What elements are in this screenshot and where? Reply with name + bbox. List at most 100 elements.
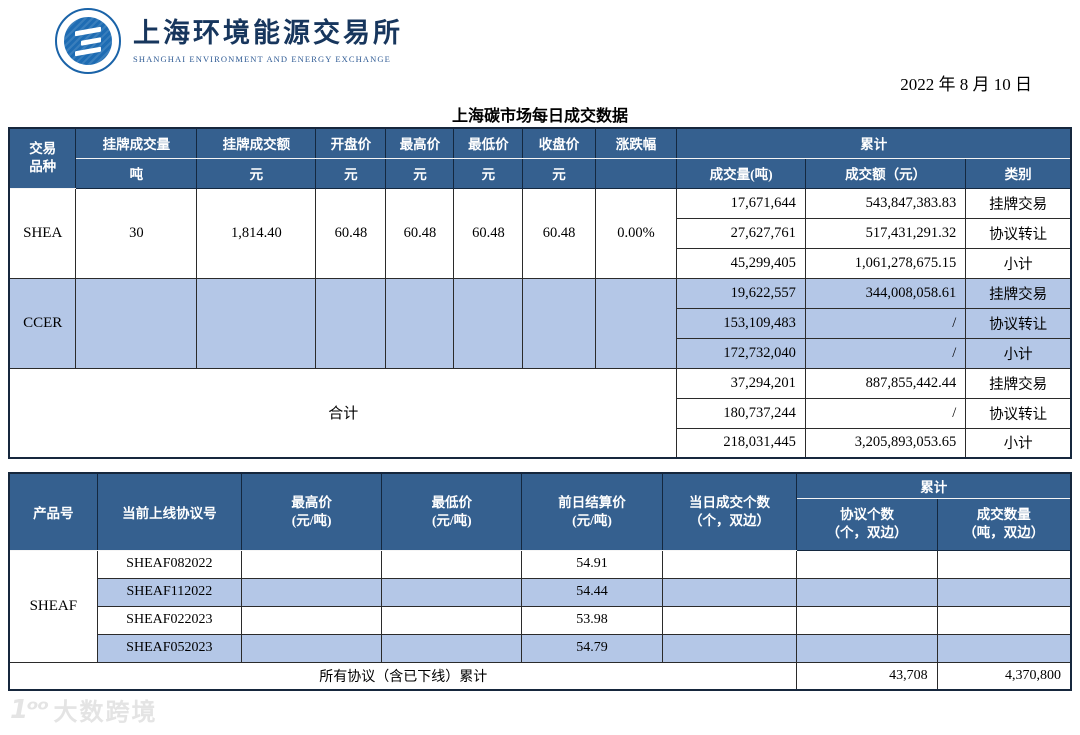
total-label: 合计 bbox=[8, 367, 678, 459]
col-header-open: 开盘价 bbox=[315, 127, 387, 159]
col-header-listed-volume: 挂牌成交量 bbox=[75, 127, 198, 159]
col-header-low: 最低价 (元/吨) bbox=[381, 472, 523, 551]
shea-cum-amount: 1,061,278,675.15 bbox=[804, 247, 967, 279]
ccer-cum-amount: / bbox=[804, 307, 967, 339]
variety-shea: SHEA bbox=[8, 187, 77, 279]
ccer-cum-amount: 344,008,058.61 bbox=[804, 277, 967, 309]
page-title: 上海碳市场每日成交数据 bbox=[451, 108, 628, 125]
ccer-close bbox=[522, 277, 596, 369]
shea-cum-category: 小计 bbox=[965, 247, 1072, 279]
shea-high: 60.48 bbox=[385, 187, 455, 279]
protocol-daily-count bbox=[661, 633, 798, 663]
exchange-logo-icon bbox=[55, 8, 121, 74]
ccer-change bbox=[594, 277, 678, 369]
table-row-total-subtotal: 218,031,445 3,205,893,053.65 小计 bbox=[9, 427, 1072, 459]
shea-cum-amount: 543,847,383.83 bbox=[804, 187, 967, 219]
table-row-shea-subtotal: 45,299,405 1,061,278,675.15 小计 bbox=[9, 247, 1072, 279]
ccer-cum-category: 挂牌交易 bbox=[965, 277, 1072, 309]
shea-cum-volume: 17,671,644 bbox=[676, 187, 806, 219]
shea-low: 60.48 bbox=[453, 187, 524, 279]
shea-cum-volume: 27,627,761 bbox=[676, 217, 806, 249]
ccer-high bbox=[385, 277, 455, 369]
ccer-open bbox=[315, 277, 387, 369]
shea-cum-volume: 45,299,405 bbox=[676, 247, 806, 279]
col-unit-yuan: 元 bbox=[385, 157, 455, 189]
col-header-cum-volume: 成交量(吨) bbox=[676, 157, 806, 189]
protocol-prev-settle: 54.44 bbox=[521, 577, 663, 607]
col-header-close: 收盘价 bbox=[522, 127, 596, 159]
protocol-high bbox=[241, 549, 383, 579]
total-cum-volume: 37,294,201 bbox=[676, 367, 806, 399]
logo-bar bbox=[75, 26, 101, 36]
col-header-prev-settle: 前日结算价 (元/吨) bbox=[521, 472, 663, 551]
protocol-low bbox=[381, 577, 523, 607]
table-row-protocol: SHEAF022023 53.98 bbox=[9, 605, 1072, 635]
total-cum-category: 协议转让 bbox=[965, 397, 1072, 429]
total-cum-amount: 3,205,893,053.65 bbox=[804, 427, 967, 459]
protocol-cum-volume bbox=[936, 605, 1072, 635]
market-summary-table: 交易 品种 挂牌成交量 挂牌成交额 开盘价 最高价 最低价 收盘价 涨跌幅 累计 … bbox=[8, 127, 1072, 459]
col-header-cum-count: 协议个数 （个，双边） bbox=[796, 497, 938, 551]
shea-close: 60.48 bbox=[522, 187, 596, 279]
protocol-cum-volume bbox=[936, 577, 1072, 607]
total-cum-category: 挂牌交易 bbox=[965, 367, 1072, 399]
protocol-daily-count bbox=[661, 605, 798, 635]
col-unit-yuan: 元 bbox=[196, 157, 317, 189]
table-row-ccer-listed: CCER 19,622,557 344,008,058.61 挂牌交易 bbox=[8, 277, 1072, 369]
total-cum-amount: 887,855,442.44 bbox=[804, 367, 967, 399]
all-protocols-total-label: 所有协议（含已下线）累计 bbox=[8, 661, 798, 691]
protocol-prev-settle: 54.91 bbox=[521, 549, 663, 579]
logo-bar bbox=[81, 36, 101, 46]
brand-name-cn: 上海环境能源交易所 bbox=[133, 18, 403, 49]
table-row-shea-negotiated: 27,627,761 517,431,291.32 协议转让 bbox=[9, 217, 1072, 249]
col-header-cum-volume: 成交数量 （吨，双边） bbox=[936, 497, 1072, 551]
col-header-product: 产品号 bbox=[8, 472, 98, 551]
total-cum-category: 小计 bbox=[965, 427, 1072, 459]
ccer-cum-category: 协议转让 bbox=[965, 307, 1072, 339]
protocol-cum-count bbox=[796, 633, 938, 663]
col-unit-yuan: 元 bbox=[522, 157, 596, 189]
shea-listed-volume: 30 bbox=[75, 187, 198, 279]
table-row-protocol: SHEAF SHEAF082022 54.91 bbox=[8, 549, 1072, 663]
col-unit-yuan: 元 bbox=[315, 157, 387, 189]
shea-cum-amount: 517,431,291.32 bbox=[804, 217, 967, 249]
brand-text: 上海环境能源交易所 SHANGHAI ENVIRONMENT AND ENERG… bbox=[133, 18, 403, 63]
col-header-listed-amount: 挂牌成交额 bbox=[196, 127, 317, 159]
ccer-listed-amount bbox=[196, 277, 317, 369]
col-header-high: 最高价 (元/吨) bbox=[241, 472, 383, 551]
variety-ccer: CCER bbox=[8, 277, 77, 369]
watermark-text: 大数跨境 bbox=[53, 698, 158, 726]
table-row-protocol: SHEAF112022 54.44 bbox=[9, 577, 1072, 607]
col-header-low: 最低价 bbox=[453, 127, 524, 159]
ccer-cum-volume: 19,622,557 bbox=[676, 277, 806, 309]
col-header-category: 类别 bbox=[965, 157, 1072, 189]
table-row-shea-listed: SHEA 30 1,814.40 60.48 60.48 60.48 60.48… bbox=[8, 187, 1072, 279]
protocol-daily-count bbox=[661, 577, 798, 607]
col-header-change: 涨跌幅 bbox=[594, 127, 678, 159]
protocol-id: SHEAF082022 bbox=[96, 549, 243, 579]
table-row-total-negotiated: 180,737,244 / 协议转让 bbox=[9, 397, 1072, 429]
watermark-logo-icon: 1ᵒᵒ bbox=[10, 694, 49, 725]
product-sheaf: SHEAF bbox=[8, 549, 98, 663]
ccer-low bbox=[453, 277, 524, 369]
ccer-cum-amount: / bbox=[804, 337, 967, 369]
protocol-prev-settle: 54.79 bbox=[521, 633, 663, 663]
protocol-cum-count bbox=[796, 605, 938, 635]
ccer-cum-category: 小计 bbox=[965, 337, 1072, 369]
protocol-id: SHEAF052023 bbox=[96, 633, 243, 663]
col-header-variety: 交易 品种 bbox=[8, 127, 77, 189]
col-unit-blank bbox=[594, 157, 678, 189]
ccer-listed-volume bbox=[75, 277, 198, 369]
ccer-cum-volume: 172,732,040 bbox=[676, 337, 806, 369]
col-header-daily-count: 当日成交个数 （个，双边） bbox=[661, 472, 798, 551]
protocol-id: SHEAF112022 bbox=[96, 577, 243, 607]
col-header-cumulative: 累计 bbox=[796, 472, 1072, 499]
protocol-cum-volume bbox=[936, 633, 1072, 663]
exchange-brand: 上海环境能源交易所 SHANGHAI ENVIRONMENT AND ENERG… bbox=[55, 8, 403, 74]
protocol-daily-count bbox=[661, 549, 798, 579]
all-protocols-cum-count: 43,708 bbox=[796, 661, 938, 691]
shea-open: 60.48 bbox=[315, 187, 387, 279]
all-protocols-cum-volume: 4,370,800 bbox=[936, 661, 1072, 691]
protocol-low bbox=[381, 633, 523, 663]
